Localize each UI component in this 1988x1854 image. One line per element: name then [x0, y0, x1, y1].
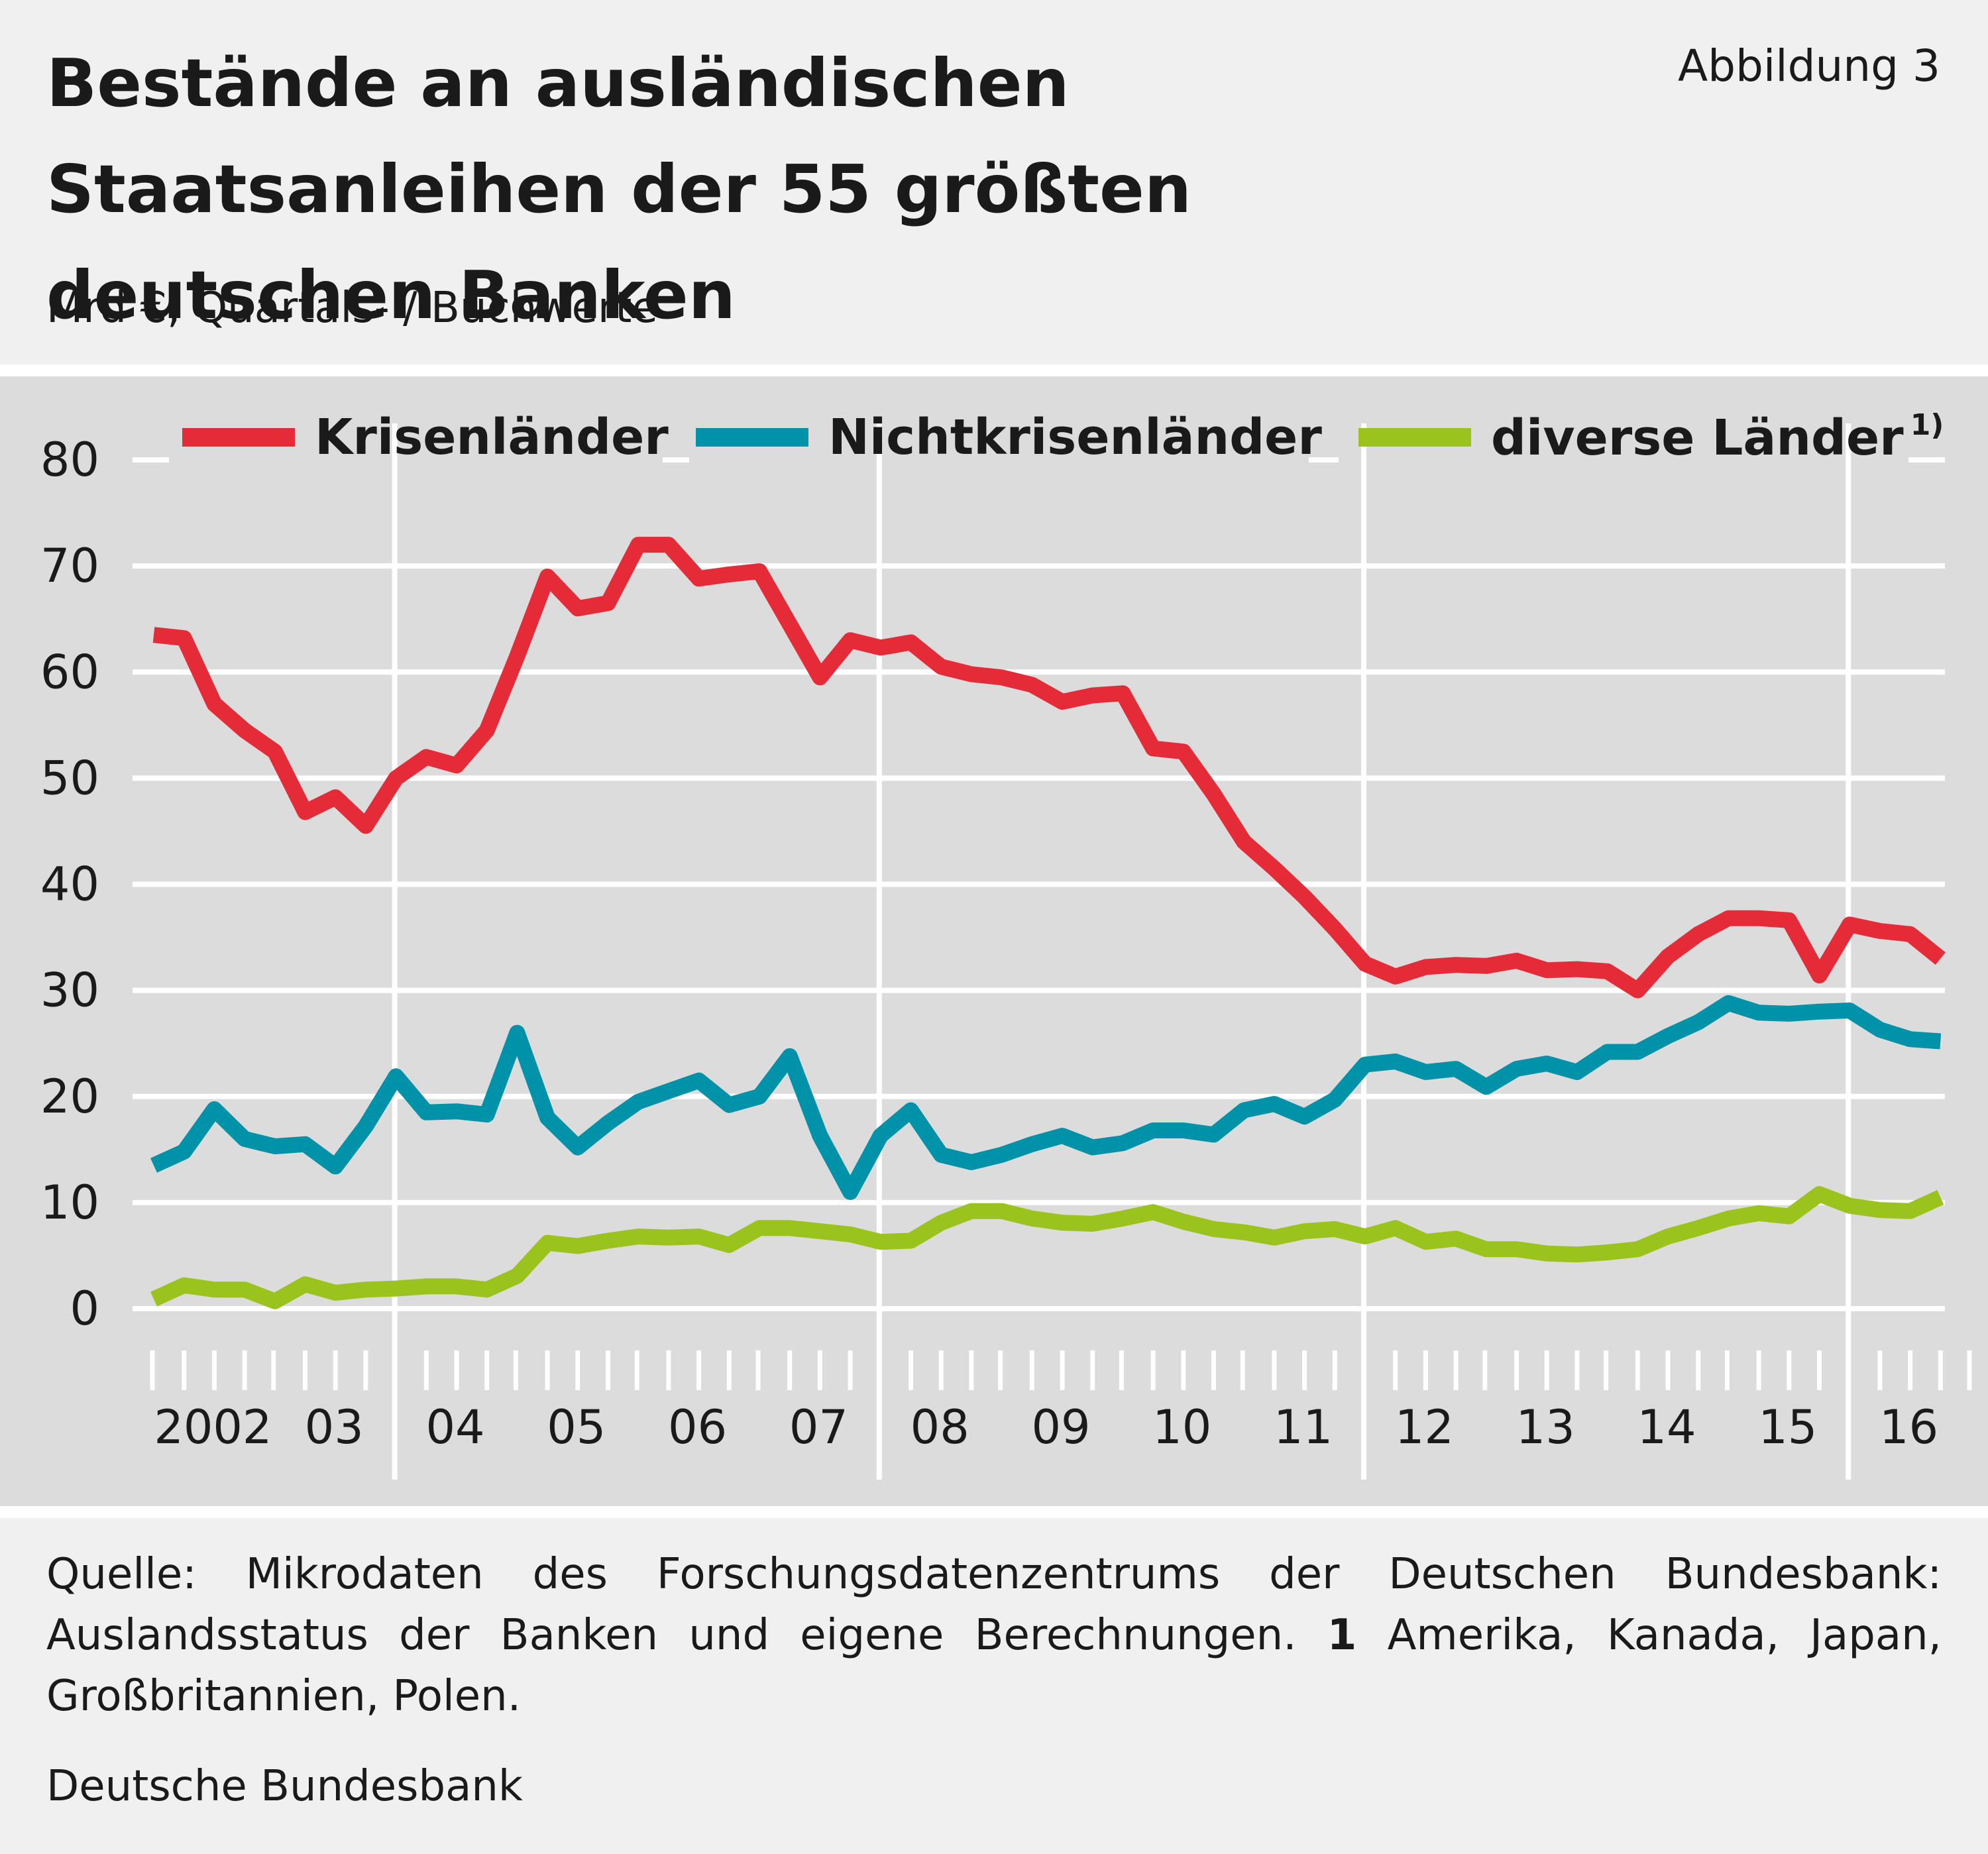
legend-item-krisenlaender: Krisenländer [182, 398, 669, 477]
series-lines [150, 537, 1946, 1309]
publisher-credit: Deutsche Bundesbank [46, 1762, 523, 1811]
x-tick-label: 08 [911, 1400, 969, 1454]
x-tick-label: 06 [668, 1400, 727, 1454]
chart-subtitle: Mrd €, Quartals- / Buchwerte [46, 284, 658, 333]
x-tick-label: 07 [789, 1400, 848, 1454]
legend-swatch-krisenlaender [182, 428, 295, 447]
x-tick-label: 03 [305, 1400, 364, 1454]
x-tick-label: 15 [1758, 1400, 1817, 1454]
source-note: Quelle: Mikrodaten des Forschungsdatenze… [46, 1544, 1942, 1727]
chart-legend: Krisenländer Nichtkrisenländer diverse L… [0, 398, 1988, 477]
legend-item-nichtkrisenlaender: Nichtkrisenländer [696, 398, 1322, 477]
series-line-krisenlaender [152, 537, 1946, 999]
gridlines [133, 457, 1945, 1311]
bottom-divider [0, 1506, 1988, 1518]
y-tick-label: 70 [40, 539, 99, 593]
x-tick-label: 10 [1152, 1400, 1211, 1454]
x-tick-label: 11 [1274, 1400, 1333, 1454]
footnote-text: Amerika, Kanada, Japan, Großbritannien, … [46, 1611, 1942, 1721]
y-tick-label: 30 [40, 963, 99, 1018]
x-tick-label: 16 [1879, 1400, 1938, 1454]
series-line-diverse-laender [150, 1186, 1944, 1309]
y-tick-labels: 0 10 20 30 40 50 60 70 80 [40, 433, 99, 1336]
x-tick-label: 09 [1031, 1400, 1090, 1454]
x-tick-label: 2002 [154, 1400, 272, 1454]
y-tick-label: 10 [40, 1175, 99, 1230]
x-tick-label: 05 [547, 1400, 606, 1454]
top-divider [0, 364, 1988, 376]
x-tick-label: 12 [1395, 1400, 1454, 1454]
x-tick-label: 13 [1516, 1400, 1575, 1454]
quarter-ticks [150, 1350, 1972, 1390]
x-tick-label: 14 [1637, 1400, 1696, 1454]
x-tick-label: 04 [425, 1400, 484, 1454]
legend-label-nichtkrisenlaender: Nichtkrisenländer [828, 409, 1322, 466]
source-text: Quelle: Mikrodaten des Forschungsdatenze… [46, 1550, 1942, 1660]
y-tick-label: 20 [40, 1069, 99, 1124]
figure-number: Abbildung 3 [1677, 40, 1940, 91]
y-tick-label: 40 [40, 857, 99, 912]
series-line-nichtkrisenlaender [150, 995, 1942, 1200]
y-tick-label: 0 [70, 1281, 99, 1336]
footnote-marker: 1 [1327, 1611, 1357, 1660]
y-tick-label: 80 [40, 433, 99, 487]
legend-label-diverse-laender: diverse Länder 1) [1491, 408, 1944, 466]
y-tick-label: 60 [40, 645, 99, 699]
legend-item-diverse-laender: diverse Länder 1) [1358, 398, 1944, 477]
x-tick-labels: 2002 03 04 05 06 07 08 09 10 11 12 13 14 15 16 [154, 1400, 1938, 1454]
y-tick-label: 50 [40, 751, 99, 805]
line-chart: 0 10 20 30 40 50 60 70 80 2002 03 04 05 06 07 08 09 10 11… [40, 423, 1972, 1480]
chart-title: Bestände an ausländischen Staatsanleihen… [46, 44, 1192, 334]
legend-label-krisenlaender: Krisenländer [315, 409, 669, 466]
legend-footnote-marker: 1) [1910, 408, 1944, 442]
legend-swatch-diverse-laender [1358, 428, 1471, 447]
legend-swatch-nichtkrisenlaender [696, 428, 808, 447]
